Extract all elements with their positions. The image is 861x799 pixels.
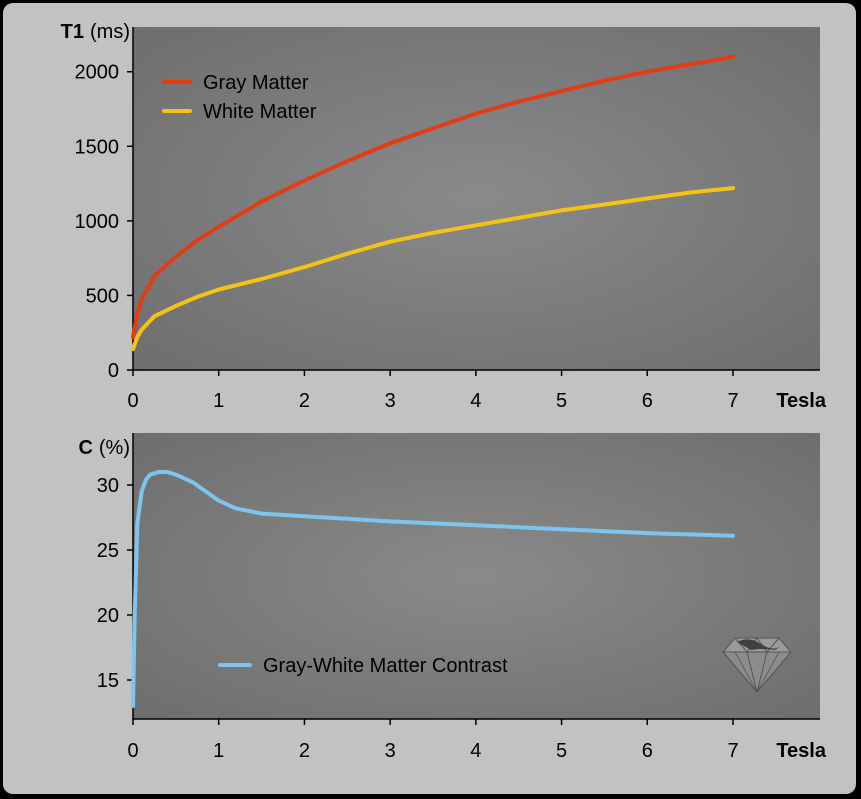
y-tick-label: 30 [97,475,119,497]
plot-area [133,27,820,370]
series-line-1 [131,54,735,340]
x-tick-label: 5 [556,390,567,412]
y-tick-label: 0 [108,360,119,382]
x-tick-label: 4 [470,740,481,762]
y-tick-label: 15 [97,670,119,692]
x-tick-label: 0 [127,390,138,412]
x-tick-label: 6 [642,390,653,412]
x-tick-label: 3 [385,390,396,412]
legend-label: White Matter [203,101,317,123]
x-axis-label: Tesla [776,740,827,762]
x-tick-label: 0 [127,740,138,762]
x-tick-label: 1 [213,740,224,762]
x-tick-label: 7 [727,740,738,762]
plot-area [133,433,820,719]
y-tick-label: 25 [97,540,119,562]
chart-panel-2: 15 20 25 30 0 1 2 3 4 5 6 7 C (%) Tesla Gray-White Matt… [78,433,827,762]
diamond-logo-icon [721,637,793,693]
x-axis-label: Tesla [776,390,827,412]
x-tick-label: 7 [727,390,738,412]
series-line-2 [131,186,735,352]
x-tick-label: 3 [385,740,396,762]
y-tick-label: 2000 [75,62,120,84]
y-axis-label: C (%) [78,437,130,459]
y-axis-label: T1 (ms) [61,21,130,43]
x-tick-label: 2 [299,390,310,412]
x-tick-label: 5 [556,740,567,762]
x-tick-label: 2 [299,740,310,762]
x-tick-label: 6 [642,740,653,762]
y-axis-label-main: T1 [61,21,84,43]
chart-panel-1: 0 500 1000 1500 2000 0 1 2 3 4 5 6 7 T1 (ms) Tesla Gray … [61,21,827,412]
y-tick-label: 1500 [75,136,120,158]
legend-label: Gray Matter [203,72,309,94]
y-tick-label: 1000 [75,211,120,233]
y-tick-label: 20 [97,605,119,627]
y-axis-label-unit: (ms) [90,21,130,43]
y-axis-label-main: C [78,437,92,459]
x-tick-label: 4 [470,390,481,412]
y-tick-label: 500 [86,285,119,307]
legend-label: Gray-White Matter Contrast [263,655,508,677]
y-axis-label-unit: (%) [99,437,130,459]
x-tick-label: 1 [213,390,224,412]
